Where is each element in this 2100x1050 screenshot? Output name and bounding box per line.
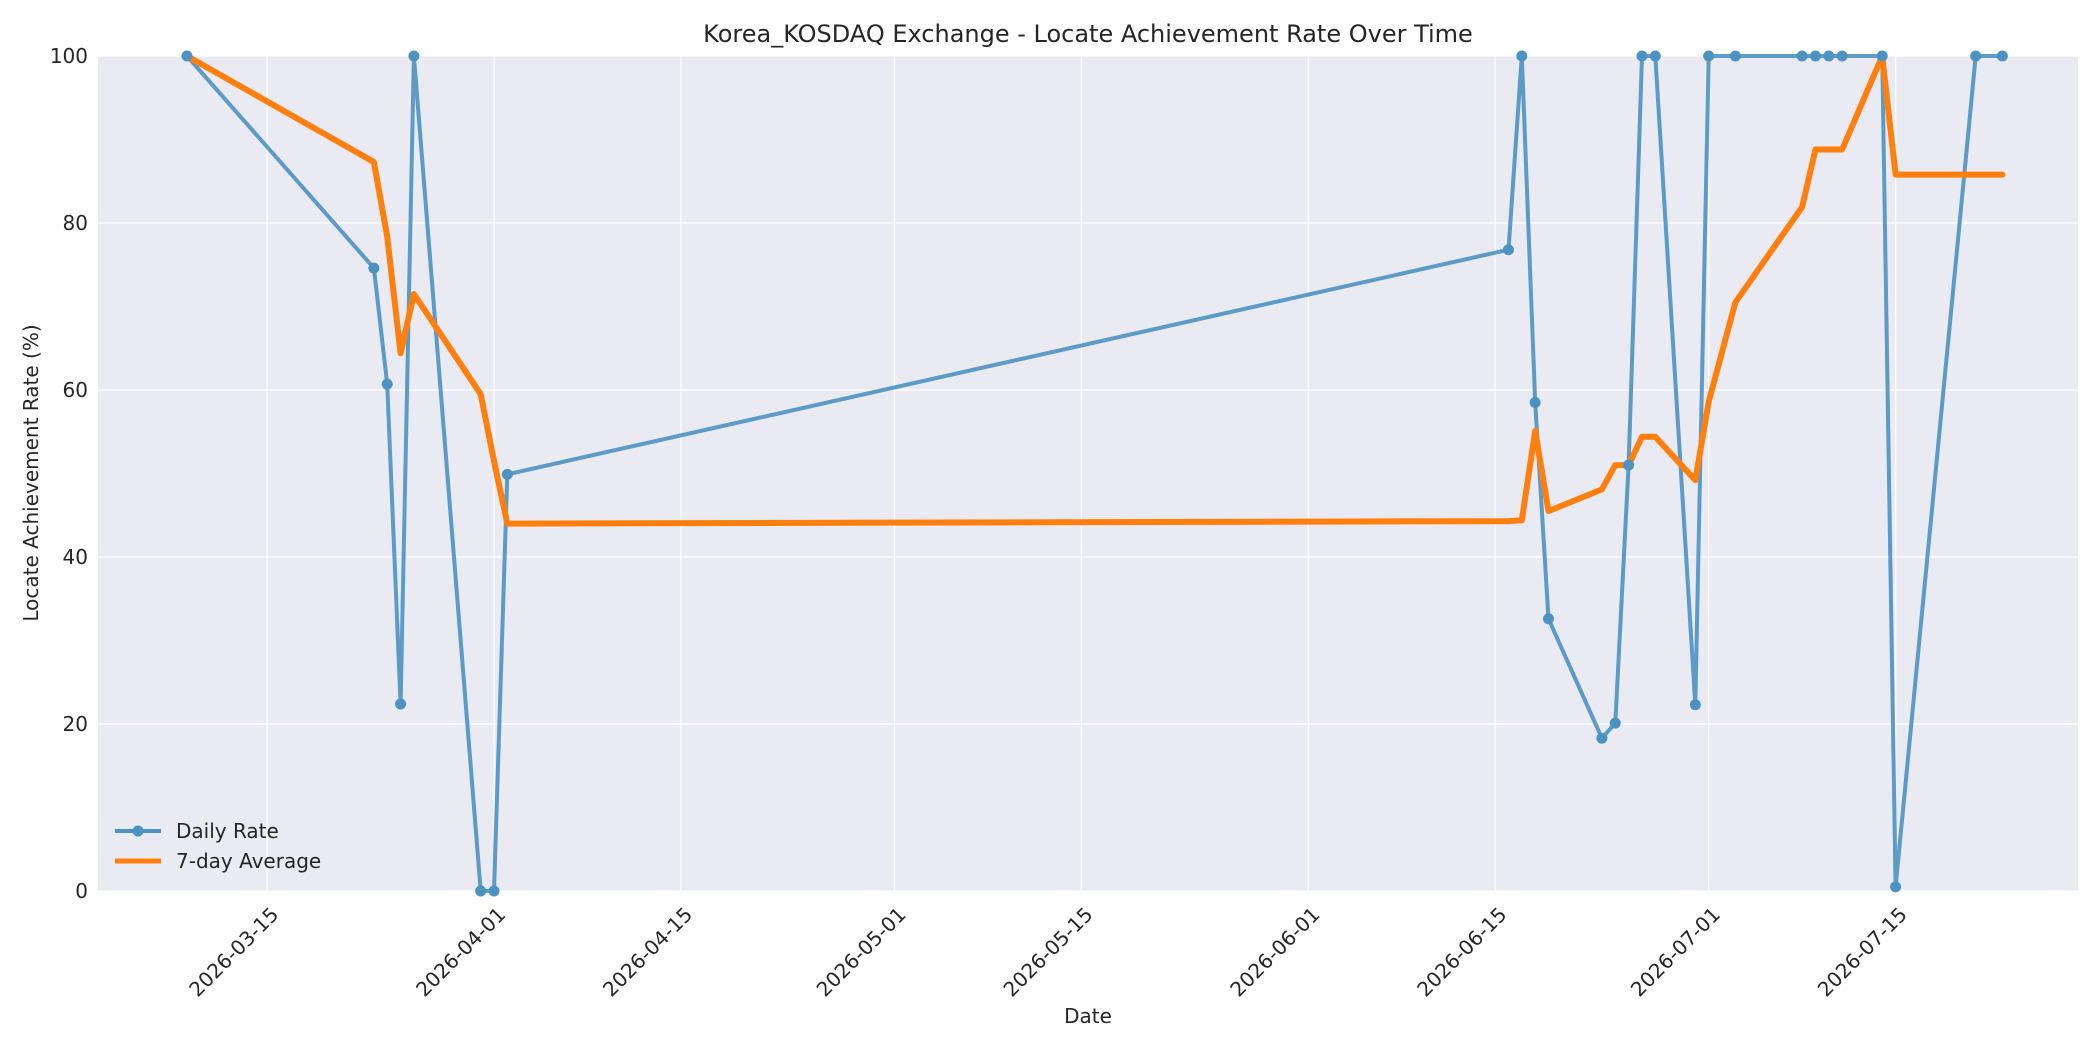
legend-average-label: 7-day Average: [176, 849, 321, 873]
daily-rate-point: [1729, 50, 1741, 62]
x-tick-label: 2026-04-15: [598, 902, 697, 1001]
daily-rate-point: [1876, 50, 1888, 62]
daily-rate-point: [1689, 699, 1701, 711]
daily-rate-point: [1649, 50, 1661, 62]
daily-rate-point: [1543, 613, 1555, 625]
y-tick-label: 100: [50, 44, 88, 68]
x-tick-label: 2026-07-15: [1813, 902, 1912, 1001]
x-axis-title: Date: [1064, 1004, 1112, 1028]
daily-rate-point: [1623, 459, 1635, 471]
daily-rate-point: [181, 50, 193, 62]
daily-rate-point: [1796, 50, 1808, 62]
daily-rate-point: [1970, 50, 1982, 62]
x-tick-labels: 2026-03-15 2026-04-01 2026-04-15 2026-05-01…: [184, 902, 1912, 1001]
daily-rate-point: [488, 885, 500, 897]
daily-rate-point: [368, 262, 380, 274]
x-tick-label: 2026-06-01: [1225, 902, 1324, 1001]
grid-lines: [98, 55, 2078, 892]
x-tick-label: 2026-04-01: [411, 902, 510, 1001]
x-tick-label: 2026-05-15: [998, 902, 1097, 1001]
daily-rate-point: [1529, 397, 1541, 409]
x-tick-label: 2026-06-15: [1412, 902, 1511, 1001]
y-tick-label: 0: [75, 879, 88, 903]
series-layer: [181, 50, 2008, 897]
daily-rate-point: [1836, 50, 1848, 62]
daily-rate-point: [408, 50, 420, 62]
daily-rate-point: [1703, 50, 1715, 62]
daily-rate-point: [1996, 50, 2008, 62]
y-tick-labels: 0 20 40 60 80 100: [50, 44, 88, 903]
daily-rate-point: [501, 468, 513, 480]
daily-rate-point: [1890, 881, 1902, 893]
y-axis-title: Locate Achievement Rate (%): [19, 324, 43, 621]
y-tick-label: 60: [63, 378, 88, 402]
y-tick-label: 40: [63, 545, 88, 569]
y-tick-label: 20: [63, 712, 88, 736]
daily-rate-point: [381, 378, 393, 390]
legend-daily-label: Daily Rate: [176, 819, 279, 843]
daily-rate-point: [1502, 244, 1514, 256]
average-line: [184, 53, 2006, 527]
x-tick-label: 2026-07-01: [1626, 902, 1725, 1001]
y-tick-label: 80: [63, 211, 88, 235]
plot-area: [98, 56, 2078, 891]
legend: Daily Rate 7-day Average: [115, 819, 321, 873]
daily-rate-point: [395, 698, 407, 710]
daily-rate-point: [1609, 717, 1621, 729]
legend-daily-marker: [132, 825, 144, 837]
chart-title: Korea_KOSDAQ Exchange - Locate Achieveme…: [703, 20, 1473, 48]
daily-rate-point: [1596, 732, 1608, 744]
daily-rate-point: [1809, 50, 1821, 62]
daily-rate-point: [1636, 50, 1648, 62]
daily-rate-line: [185, 54, 2005, 893]
daily-rate-point: [1823, 50, 1835, 62]
x-tick-label: 2026-03-15: [184, 902, 283, 1001]
daily-rate-point: [475, 885, 487, 897]
daily-rate-point: [1516, 50, 1528, 62]
x-tick-label: 2026-05-01: [812, 902, 911, 1001]
